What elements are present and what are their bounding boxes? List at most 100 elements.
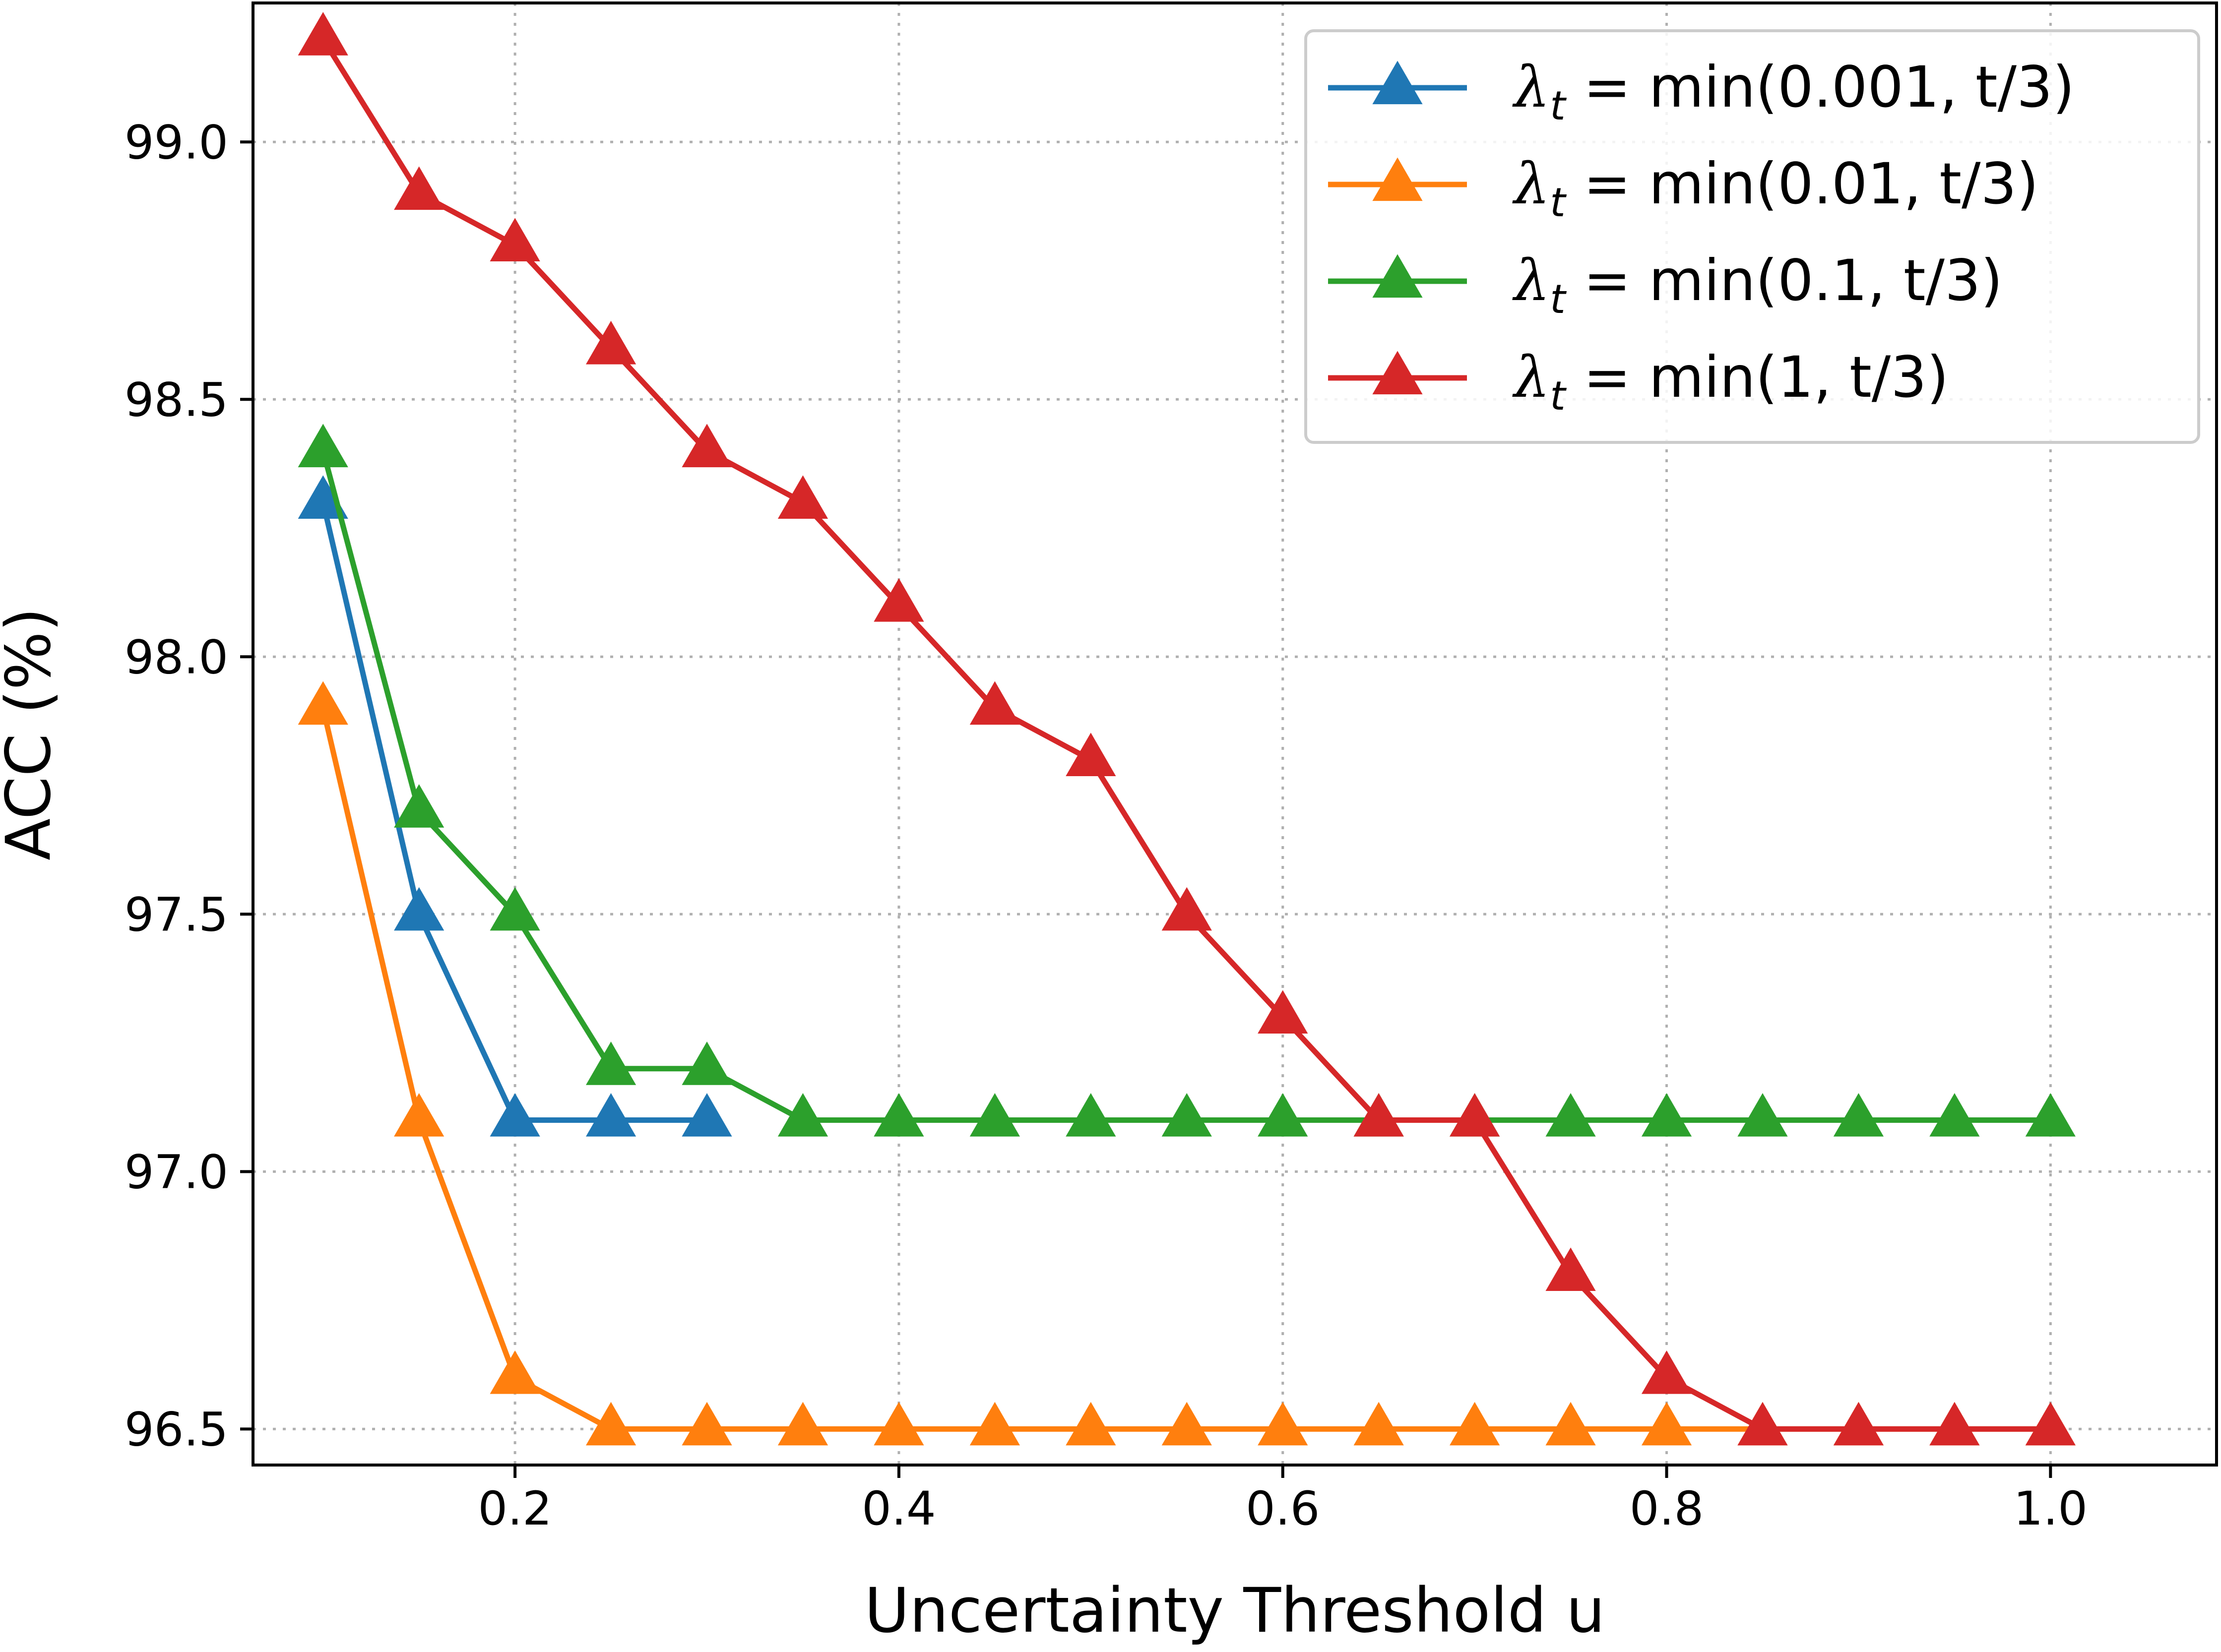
ticks: 0.2 0.4 0.6 0.8 1.0 96.5 97.0 97.5 98.0 98.5 99.0 <box>125 116 2088 1536</box>
legend-label: λt = min(0.1, t/3) <box>1512 247 2003 322</box>
legend-subscript: t <box>1550 180 1567 226</box>
x-axis-label: Uncertainty Threshold u <box>865 1575 1605 1647</box>
legend-entry: λt = min(1, t/3) <box>1328 344 1949 419</box>
data-point <box>874 1402 924 1446</box>
data-point <box>1066 1093 1116 1137</box>
legend-label: λt = min(0.01, t/3) <box>1512 151 2039 226</box>
data-point <box>1833 1402 1884 1446</box>
data-point <box>1161 887 1212 931</box>
data-point <box>777 475 828 519</box>
data-point <box>1450 1402 1500 1446</box>
y-tick-label: 98.5 <box>125 373 228 427</box>
x-tick-label: 1.0 <box>2014 1482 2088 1536</box>
data-point <box>394 887 444 931</box>
legend-subscript: t <box>1550 276 1567 322</box>
plot-frame <box>252 1 2218 1467</box>
legend: λt = min(0.001, t/3)λt = min(0.01, t/3)λ… <box>1304 29 2200 444</box>
data-point <box>1258 1093 1308 1137</box>
data-point <box>874 578 924 622</box>
data-point <box>1737 1093 1788 1137</box>
legend-subscript: t <box>1550 373 1567 419</box>
y-tick-label: 98.0 <box>125 630 228 684</box>
legend-entry: λt = min(0.1, t/3) <box>1328 247 2003 322</box>
data-point <box>1641 1093 1692 1137</box>
data-point <box>1737 1402 1788 1446</box>
data-point <box>298 424 348 468</box>
data-point <box>1929 1402 1980 1446</box>
data-point <box>298 681 348 725</box>
legend-marker <box>1372 254 1423 298</box>
legend-formula: = min(1, t/3) <box>1566 344 1949 410</box>
y-tick-label: 96.5 <box>125 1403 228 1457</box>
data-point <box>490 887 540 931</box>
data-point <box>969 1093 1020 1137</box>
data-point <box>1641 1402 1692 1446</box>
data-point <box>1545 1247 1596 1291</box>
data-point <box>1066 1402 1116 1446</box>
legend-lambda: λ <box>1512 344 1550 410</box>
data-point <box>874 1093 924 1137</box>
data-point <box>394 1093 444 1137</box>
legend-entry: λt = min(0.01, t/3) <box>1328 151 2039 226</box>
data-point <box>490 1350 540 1394</box>
data-point <box>969 1402 1020 1446</box>
legend-marker <box>1372 61 1423 105</box>
legend-label: λt = min(0.001, t/3) <box>1512 54 2075 129</box>
data-point <box>1641 1350 1692 1394</box>
series-3 <box>298 12 2076 1446</box>
x-tick-label: 0.4 <box>862 1482 936 1536</box>
data-point <box>682 1402 732 1446</box>
data-point <box>682 1041 732 1085</box>
y-axis-label: ACC (%) <box>0 608 64 860</box>
y-tick-label: 99.0 <box>125 116 228 170</box>
legend-label: λt = min(1, t/3) <box>1512 344 1949 419</box>
data-point <box>1545 1093 1596 1137</box>
x-tick-label: 0.8 <box>1630 1482 1704 1536</box>
data-point <box>777 1402 828 1446</box>
legend-marker <box>1372 351 1423 395</box>
data-point <box>394 166 444 210</box>
y-tick-label: 97.5 <box>125 888 228 942</box>
data-point <box>1353 1402 1404 1446</box>
legend-entry: λt = min(0.001, t/3) <box>1328 54 2075 129</box>
data-point <box>2025 1402 2076 1446</box>
data-point <box>682 424 732 468</box>
data-point <box>969 681 1020 725</box>
legend-formula: = min(0.1, t/3) <box>1566 247 2003 313</box>
data-point <box>1066 733 1116 776</box>
series-0 <box>298 475 732 1137</box>
data-point <box>490 1093 540 1137</box>
data-point <box>394 784 444 828</box>
data-point <box>1929 1093 1980 1137</box>
legend-formula: = min(0.001, t/3) <box>1566 54 2075 120</box>
legend-lambda: λ <box>1512 54 1550 120</box>
data-point <box>1353 1093 1404 1137</box>
legend-formula: = min(0.01, t/3) <box>1566 151 2039 217</box>
legend-lambda: λ <box>1512 151 1550 217</box>
data-point <box>1258 990 1308 1034</box>
data-point <box>1258 1402 1308 1446</box>
x-tick-label: 0.6 <box>1246 1482 1320 1536</box>
data-point <box>682 1093 732 1137</box>
data-point <box>1161 1093 1212 1137</box>
legend-lambda: λ <box>1512 247 1550 313</box>
data-point <box>585 1093 636 1137</box>
data-point <box>585 320 636 365</box>
data-point <box>777 1093 828 1137</box>
legend-marker <box>1372 157 1423 201</box>
legend-box <box>1304 29 2200 444</box>
data-point <box>1161 1402 1212 1446</box>
x-tick-label: 0.2 <box>478 1482 552 1536</box>
series-layer <box>298 12 2076 1446</box>
y-tick-label: 97.0 <box>125 1145 228 1199</box>
data-point <box>1545 1402 1596 1446</box>
data-point <box>298 12 348 56</box>
data-point <box>585 1402 636 1446</box>
data-point <box>490 218 540 261</box>
data-point <box>1450 1093 1500 1137</box>
data-point <box>2025 1093 2076 1137</box>
legend-subscript: t <box>1550 83 1567 129</box>
data-point <box>1833 1093 1884 1137</box>
